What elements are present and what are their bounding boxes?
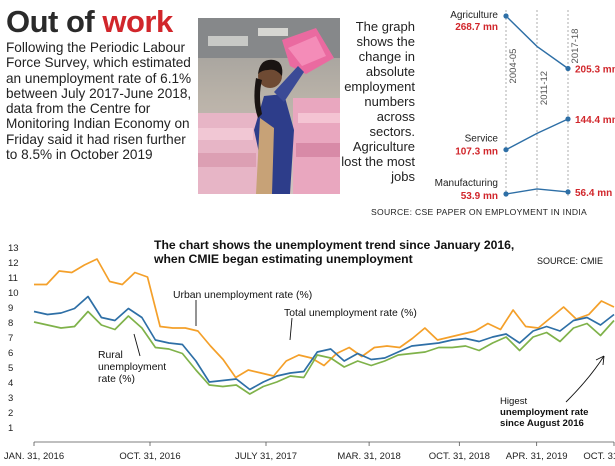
- sector-value-start: 268.7 mn: [455, 22, 498, 33]
- sector-point: [503, 191, 509, 197]
- period-label: 2004-05: [508, 49, 519, 84]
- intro-paragraph: Following the Periodic Labour Force Surv…: [6, 40, 192, 163]
- sector-line: [505, 118, 569, 151]
- annotation-pointers: [133, 300, 605, 403]
- main-chart-series: [33, 258, 615, 395]
- worker-photo: [198, 18, 340, 194]
- main-chart-title-line1: The chart shows the unemployment trend s…: [154, 238, 514, 252]
- urban-annotation: Urban unemployment rate (%): [173, 290, 312, 301]
- x-tick-label: JULY 31, 2017: [235, 451, 297, 462]
- sector-lines-layer: [503, 10, 571, 198]
- highest-annotation-line3: since August 2016: [500, 418, 584, 429]
- y-tick-label: 4: [8, 378, 13, 389]
- total-pointer: [289, 317, 293, 341]
- headline-text: Out of: [6, 4, 103, 39]
- period-label: 2017-18: [570, 29, 581, 64]
- sector-line: [505, 188, 569, 195]
- y-tick-label: 2: [8, 408, 13, 419]
- main-chart-title-line2: when CMIE began estimating unemployment: [153, 252, 413, 266]
- series-line-urban: [34, 258, 615, 379]
- y-tick-label: 6: [8, 348, 13, 359]
- sector-point: [565, 116, 571, 122]
- y-tick-label: 7: [8, 333, 13, 344]
- highest-annotation-line1: Higest: [500, 396, 528, 407]
- x-tick-label: OCT. 31, 2018: [429, 451, 490, 462]
- series-line-total: [33, 295, 615, 391]
- sector-point: [503, 147, 509, 153]
- highest-annotation-line2: unemployment rate: [500, 407, 589, 418]
- y-tick-label: 13: [8, 243, 19, 254]
- headline-accent: work: [102, 4, 173, 39]
- arrowhead-icon: [595, 355, 605, 366]
- sector-point: [503, 13, 509, 19]
- sector-point: [565, 189, 571, 195]
- rural-pointer: [133, 333, 141, 357]
- graph-description: The graph shows the change in absolute e…: [341, 19, 415, 184]
- sector-line: [505, 15, 569, 70]
- y-tick-label: 10: [8, 288, 19, 299]
- sector-name: Manufacturing: [435, 178, 498, 189]
- series-line-rural: [33, 310, 615, 395]
- sector-point: [565, 65, 571, 72]
- y-tick-label: 3: [8, 393, 13, 404]
- y-tick-label: 9: [8, 303, 13, 314]
- worker-photo-illustration: [198, 18, 340, 194]
- rural-annotation-line3: rate (%): [98, 374, 135, 385]
- total-annotation: Total unemployment rate (%): [284, 308, 417, 319]
- sector-value-end: 205.3 mn: [575, 65, 615, 76]
- sector-value-start: 53.9 mn: [461, 191, 498, 202]
- x-tick-label: OCT. 31, 2019: [583, 451, 615, 462]
- x-tick-label: APR. 31, 2019: [506, 451, 568, 462]
- main-chart-source: SOURCE: CMIE: [537, 256, 603, 266]
- y-tick-label: 5: [8, 363, 13, 374]
- rural-annotation-line1: Rural: [98, 350, 123, 361]
- x-tick-label: OCT. 31, 2016: [119, 451, 180, 462]
- y-tick-label: 8: [8, 318, 13, 329]
- highest-pointer: [565, 355, 605, 403]
- sector-value-end: 144.4 mn: [575, 115, 615, 126]
- sector-value-end: 56.4 mn: [575, 188, 612, 199]
- sector-name: Agriculture: [450, 10, 498, 21]
- headline: Out of work: [6, 4, 173, 40]
- rural-annotation-line2: unemployment: [98, 362, 166, 373]
- x-tick-label: JAN. 31, 2016: [4, 451, 64, 462]
- y-tick-label: 1: [8, 423, 13, 434]
- sector-chart-source: SOURCE: CSE PAPER ON EMPLOYMENT IN INDIA: [371, 207, 588, 217]
- x-tick-label: MAR. 31, 2018: [337, 451, 400, 462]
- period-label: 2011-12: [539, 71, 550, 105]
- y-tick-label: 12: [8, 258, 19, 269]
- sector-value-start: 107.3 mn: [455, 147, 498, 158]
- y-tick-label: 11: [8, 273, 18, 284]
- sector-name: Service: [465, 134, 499, 145]
